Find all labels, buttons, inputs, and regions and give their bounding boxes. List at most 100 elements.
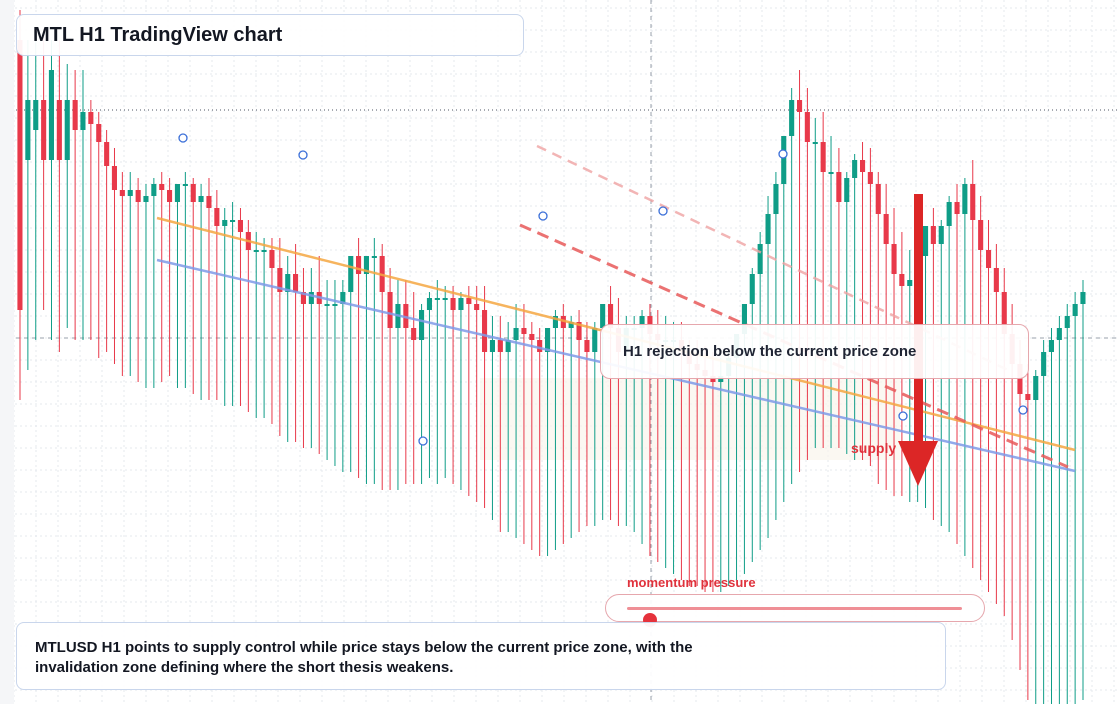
candle-body xyxy=(206,196,212,208)
candle-body xyxy=(820,142,826,172)
candle-body xyxy=(757,244,763,274)
candle-body xyxy=(56,100,62,160)
momentum-track xyxy=(627,607,962,627)
candle-body xyxy=(773,184,779,214)
candle-body xyxy=(17,40,23,310)
candle-body xyxy=(852,160,858,178)
candle-body xyxy=(88,112,94,124)
candle-body xyxy=(529,334,535,340)
candle-body xyxy=(411,328,417,340)
candle-body xyxy=(505,340,511,352)
candle-body xyxy=(1048,340,1054,352)
candle-body xyxy=(1041,352,1047,376)
candle-body xyxy=(332,304,338,306)
candle-body xyxy=(167,190,173,202)
candle-body xyxy=(489,340,495,352)
candle-body xyxy=(474,304,480,310)
supply-arrow-shaft xyxy=(914,194,923,446)
zone-shade xyxy=(480,378,900,460)
candle-body xyxy=(324,304,330,306)
candle-body xyxy=(214,208,220,226)
candle-body xyxy=(836,172,842,202)
candle-body xyxy=(962,184,968,214)
candle-body xyxy=(1080,292,1086,304)
candle-body xyxy=(545,328,551,352)
candle-body xyxy=(899,274,905,286)
candle-body xyxy=(119,190,125,196)
candle-body xyxy=(174,184,180,202)
candle-body xyxy=(277,268,283,292)
candle-body xyxy=(946,202,952,226)
candle-body xyxy=(308,292,314,304)
candle-body xyxy=(111,166,117,190)
candle-body xyxy=(584,340,590,352)
trendline-pink-dashed xyxy=(536,144,1011,373)
supply-arrow xyxy=(898,194,938,486)
candle-body xyxy=(151,184,157,196)
candle-body xyxy=(261,250,267,252)
candle-body xyxy=(560,316,566,328)
chart-title: MTL H1 TradingView chart xyxy=(16,14,524,56)
candle-body xyxy=(198,196,204,202)
candle-body xyxy=(1033,376,1039,400)
candle-body xyxy=(300,292,306,304)
candle-body xyxy=(363,256,369,274)
invalidation-zone xyxy=(480,378,900,460)
candle-body xyxy=(1025,394,1031,400)
candle-body xyxy=(521,328,527,334)
candle-body xyxy=(923,226,929,256)
candle-body xyxy=(875,184,881,214)
candle-body xyxy=(497,340,503,352)
candle-body xyxy=(135,190,141,202)
event-marker xyxy=(418,436,428,446)
candle-body xyxy=(1072,304,1078,316)
momentum-gauge[interactable] xyxy=(605,594,985,627)
candle-body xyxy=(80,112,86,130)
event-marker xyxy=(298,150,308,160)
candle-body xyxy=(159,184,165,190)
candle-body xyxy=(442,298,448,300)
candle-body xyxy=(1064,316,1070,328)
candle-body xyxy=(1056,328,1062,340)
candle-body xyxy=(741,304,747,334)
candle-body xyxy=(48,70,54,160)
candle-body xyxy=(127,190,133,196)
candle-body xyxy=(285,274,291,292)
candle-body xyxy=(371,256,377,258)
candle-body xyxy=(269,250,275,268)
candle-body xyxy=(340,292,346,304)
candle-body xyxy=(237,220,243,232)
summary-line-1: MTLUSD H1 points to supply control while… xyxy=(35,639,693,656)
candle-body xyxy=(930,226,936,244)
candle-body xyxy=(844,178,850,202)
candle-body xyxy=(592,328,598,352)
event-markers xyxy=(178,133,1028,446)
candle-body xyxy=(907,280,913,286)
candle-body xyxy=(104,142,110,166)
candle-body xyxy=(293,274,299,292)
candle-body xyxy=(789,100,795,136)
candle-body xyxy=(710,376,716,382)
trendline-red-dashed xyxy=(519,223,1069,469)
candle-body xyxy=(938,226,944,244)
candle-body xyxy=(513,328,519,340)
candle-body xyxy=(568,322,574,328)
candle-body xyxy=(828,172,834,174)
candle-body xyxy=(41,100,47,160)
candle-body xyxy=(356,256,362,274)
summary-line-2: invalidation zone defining where the sho… xyxy=(35,659,454,676)
candle-body xyxy=(718,376,724,382)
candle-body xyxy=(891,244,897,274)
candle-body xyxy=(765,214,771,244)
candle-body xyxy=(608,304,614,328)
candle-body xyxy=(600,304,606,328)
candle-body xyxy=(190,184,196,202)
summary-box: MTLUSD H1 points to supply control while… xyxy=(16,622,946,690)
candle-body xyxy=(482,310,488,352)
event-marker xyxy=(178,133,188,143)
candle-body xyxy=(749,274,755,304)
candle-body xyxy=(230,220,236,222)
candle-body xyxy=(143,196,149,202)
candle-body xyxy=(883,214,889,244)
event-marker xyxy=(658,206,668,216)
